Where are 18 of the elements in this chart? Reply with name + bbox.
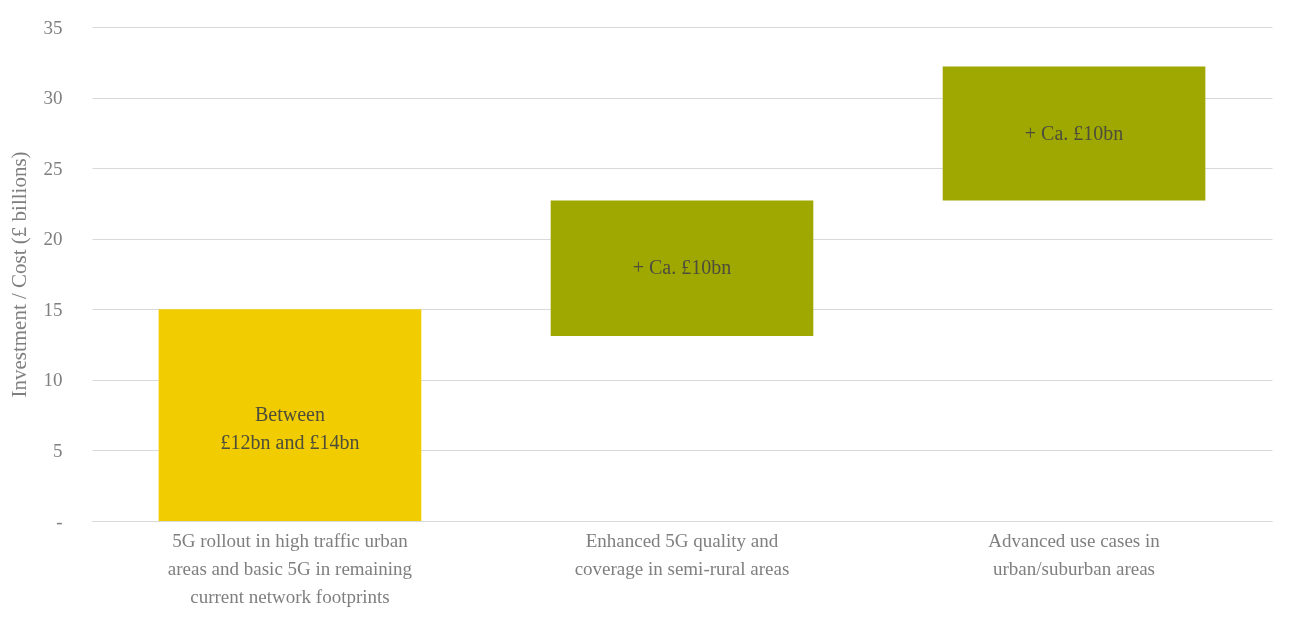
y-tick-label: - [56, 510, 63, 532]
data-label: + Ca. £10bn [632, 256, 732, 279]
x-tick-label: 5G rollout in high traffic urban areas and basic 5G in remaining current network footprints [167, 529, 413, 607]
y-tick-label: 10 [43, 369, 63, 391]
y-tick-label: 5 [53, 439, 63, 461]
data-label: + Ca. £10bn [1024, 121, 1124, 144]
bar [942, 66, 1206, 201]
y-tick-label: 35 [43, 16, 63, 38]
bar [158, 309, 422, 521]
y-tick-label: 20 [43, 228, 63, 250]
y-tick-label: 15 [43, 298, 63, 320]
y-axis-title: Investment / Cost (£ billions) [6, 151, 31, 398]
y-tick-label: 25 [43, 157, 63, 179]
x-tick-label: Enhanced 5G quality and coverage in semi-rural areas [574, 529, 790, 579]
bar [550, 200, 814, 337]
y-tick-label: 30 [43, 87, 63, 109]
x-tick-label: Advanced use cases in urban/suburban areas [988, 529, 1161, 579]
data-label: Between £12bn and £14bn [220, 403, 360, 454]
